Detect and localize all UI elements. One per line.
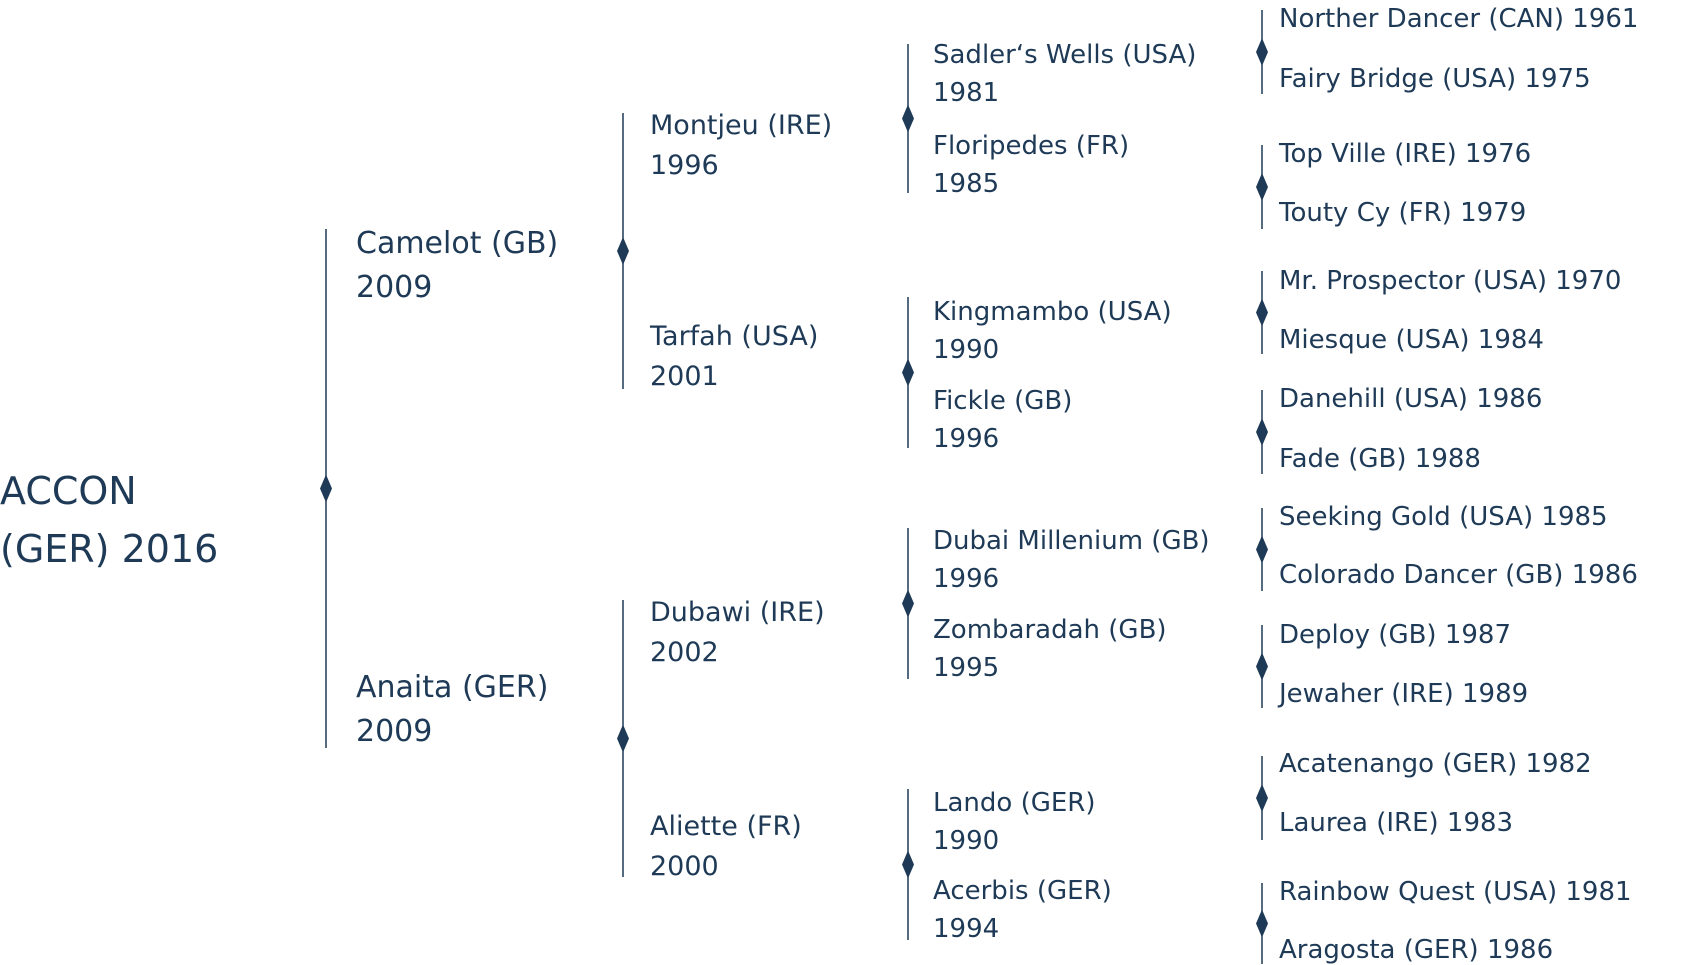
great-grandparent: Acerbis (GER) 1994 [933, 872, 1112, 948]
diamond-marker [1256, 535, 1268, 564]
horse-year: 1995 [933, 653, 1000, 683]
horse-year: 1996 [650, 150, 719, 181]
great-great-grandparent: Laurea (IRE) 1983 [1279, 808, 1514, 838]
great-grandparent: Floripedes (FR) 1985 [933, 127, 1129, 203]
horse-name: Sadler‘s Wells (USA) [933, 40, 1197, 70]
diamond-marker [1256, 298, 1268, 327]
horse-name: Dubawi (IRE) [650, 597, 825, 628]
grandparent: Tarfah (USA) 2001 [650, 317, 818, 397]
horse-year: 2001 [650, 361, 719, 392]
great-great-grandparent: Touty Cy (FR) 1979 [1279, 198, 1527, 228]
horse-name: Kingmambo (USA) [933, 297, 1172, 327]
diamond-marker [1256, 784, 1268, 812]
great-grandparent: Lando (GER) 1990 [933, 784, 1096, 860]
horse-name: Dubai Millenium (GB) [933, 526, 1210, 556]
horse-name: Floripedes (FR) [933, 131, 1130, 161]
horse-name: Anaita (GER) [356, 670, 549, 705]
horse-year: 1990 [933, 335, 1000, 365]
horse-year: 1996 [933, 424, 1000, 454]
horse-name: Acerbis (GER) [933, 876, 1112, 906]
diamond-marker [902, 104, 914, 133]
diamond-marker [617, 237, 629, 265]
diamond-marker [1256, 909, 1268, 938]
diamond-marker [1256, 173, 1268, 201]
root-origin-year: (GER) 2016 [0, 527, 219, 571]
great-grandparent: Sadler‘s Wells (USA) 1981 [933, 36, 1196, 112]
diamond-marker [1256, 38, 1268, 66]
horse-year: 1996 [933, 564, 1000, 594]
grandparent: Montjeu (IRE) 1996 [650, 106, 832, 186]
grandparent: Aliette (FR) 2000 [650, 807, 802, 887]
diamond-marker [902, 589, 914, 618]
horse-year: 2009 [356, 714, 433, 749]
horse-year: 1981 [933, 78, 1000, 108]
diamond-marker [1256, 418, 1268, 446]
sire: Camelot (GB) 2009 [356, 222, 558, 310]
horse-name: Montjeu (IRE) [650, 110, 833, 141]
dam: Anaita (GER) 2009 [356, 666, 548, 754]
great-great-grandparent: Seeking Gold (USA) 1985 [1279, 502, 1608, 532]
grandparent: Dubawi (IRE) 2002 [650, 593, 825, 673]
great-great-grandparent: Norther Dancer (CAN) 1961 [1279, 4, 1639, 34]
great-great-grandparent: Acatenango (GER) 1982 [1279, 749, 1592, 779]
great-grandparent: Fickle (GB) 1996 [933, 382, 1072, 458]
great-grandparent: Dubai Millenium (GB) 1996 [933, 522, 1210, 598]
great-grandparent: Kingmambo (USA) 1990 [933, 293, 1172, 369]
horse-year: 2000 [650, 851, 719, 882]
root-name: ACCON [0, 469, 137, 513]
great-great-grandparent: Deploy (GB) 1987 [1279, 620, 1512, 650]
great-great-grandparent: Aragosta (GER) 1986 [1279, 935, 1554, 965]
great-great-grandparent: Colorado Dancer (GB) 1986 [1279, 560, 1638, 590]
diamond-marker [617, 724, 629, 753]
horse-year: 1985 [933, 169, 1000, 199]
great-great-grandparent: Miesque (USA) 1984 [1279, 325, 1544, 355]
horse-name: Fickle (GB) [933, 386, 1073, 416]
horse-name: Aliette (FR) [650, 811, 802, 842]
great-great-grandparent: Fade (GB) 1988 [1279, 444, 1481, 474]
diamond-marker [902, 358, 914, 387]
horse-year: 2002 [650, 637, 719, 668]
great-great-grandparent: Mr. Prospector (USA) 1970 [1279, 266, 1622, 296]
great-grandparent: Zombaradah (GB) 1995 [933, 611, 1167, 687]
horse-name: Zombaradah (GB) [933, 615, 1167, 645]
diamond-marker [1256, 652, 1268, 681]
horse-name: Camelot (GB) [356, 226, 559, 261]
great-great-grandparent: Danehill (USA) 1986 [1279, 384, 1543, 414]
diamond-marker [902, 850, 914, 879]
horse-name: Tarfah (USA) [650, 321, 819, 352]
great-great-grandparent: Rainbow Quest (USA) 1981 [1279, 877, 1632, 907]
diamond-marker [320, 474, 332, 503]
horse-year: 1990 [933, 826, 1000, 856]
great-great-grandparent: Jewaher (IRE) 1989 [1279, 679, 1529, 709]
great-great-grandparent: Fairy Bridge (USA) 1975 [1279, 64, 1591, 94]
root-horse: ACCON (GER) 2016 [0, 462, 218, 578]
horse-year: 2009 [356, 270, 433, 305]
horse-year: 1994 [933, 914, 1000, 944]
great-great-grandparent: Top Ville (IRE) 1976 [1279, 139, 1532, 169]
horse-name: Lando (GER) [933, 788, 1096, 818]
